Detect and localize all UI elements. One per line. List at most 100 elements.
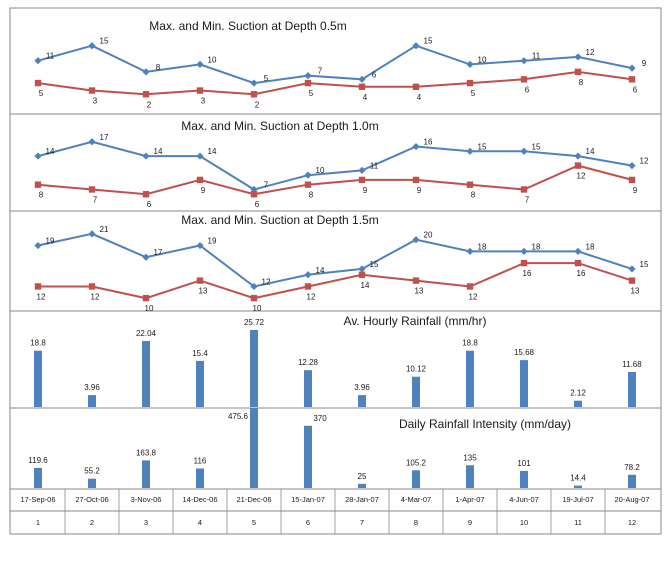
panel-2-min-label-6: 8 bbox=[309, 191, 314, 200]
panel-2-max-label-6: 10 bbox=[316, 166, 325, 175]
panel-1-max-label-1: 11 bbox=[46, 52, 55, 61]
x-category-label-3: 3-Nov-06 bbox=[131, 495, 162, 504]
panel-5-bar-4 bbox=[196, 468, 204, 488]
panel-4-bar-label-9: 18.8 bbox=[462, 339, 478, 348]
panel-5-bar-6 bbox=[304, 425, 312, 488]
panel-1-min-line bbox=[37, 70, 633, 96]
chart-frame bbox=[9, 7, 662, 535]
panel-5-bar-label-10: 101 bbox=[517, 459, 531, 468]
panel-3-min-point-3 bbox=[142, 294, 150, 302]
panel-3-max-label-12: 15 bbox=[640, 260, 649, 269]
panel-1-min-label-10: 6 bbox=[525, 85, 530, 94]
panel-5-bar-5 bbox=[250, 408, 258, 488]
panel-5-bar-1 bbox=[34, 467, 42, 488]
panel-2-min-point-11 bbox=[574, 162, 582, 169]
panel-4-bar-label-8: 10.12 bbox=[406, 365, 427, 374]
panel-2-min-point-4 bbox=[196, 176, 204, 184]
panel-3-title: Max. and Min. Suction at Depth 1.5m bbox=[181, 213, 378, 227]
panel-4-bar-8 bbox=[412, 376, 420, 407]
panel-1-min-label-1: 5 bbox=[39, 89, 44, 98]
panel-1-min-label-7: 4 bbox=[363, 93, 368, 102]
panel-2-min-label-9: 8 bbox=[471, 191, 476, 200]
panel-1-max-point-5 bbox=[250, 79, 258, 87]
panel-2-max-label-3: 14 bbox=[154, 147, 163, 156]
panel-1-min-point-10 bbox=[520, 76, 528, 83]
panel-2-title: Max. and Min. Suction at Depth 1.0m bbox=[181, 119, 378, 133]
panel-1-max-point-3 bbox=[142, 68, 150, 76]
panel-4-bar-9 bbox=[466, 350, 474, 407]
panel-5-bar-label-8: 105.2 bbox=[406, 458, 427, 467]
x-index-label-1: 1 bbox=[36, 518, 40, 527]
panel-4-bar-5 bbox=[250, 330, 258, 407]
panel-2-max-line bbox=[37, 140, 633, 191]
panel-3-max-label-9: 18 bbox=[478, 242, 487, 251]
panel-3-max-point-4 bbox=[196, 241, 204, 250]
panel-2-min-point-5 bbox=[250, 191, 258, 198]
panel-5-bar-label-4: 116 bbox=[194, 456, 207, 465]
x-index-label-10: 10 bbox=[520, 518, 528, 527]
panel-5-bar-7 bbox=[358, 483, 366, 488]
panel-2-min-label-2: 7 bbox=[93, 195, 98, 204]
panel-4-bar-label-6: 12.28 bbox=[298, 358, 319, 367]
panel-4-bar-12 bbox=[628, 372, 636, 407]
panel-4-bar-label-12: 11.68 bbox=[622, 360, 642, 369]
panel-3-min-point-8 bbox=[412, 277, 420, 284]
panel-2-min-point-10 bbox=[520, 186, 528, 193]
x-index-label-9: 9 bbox=[468, 518, 472, 527]
panel-1-max-point-4 bbox=[196, 60, 204, 68]
panel-3-max-point-6 bbox=[304, 271, 312, 279]
panel-2-min-label-11: 12 bbox=[577, 172, 586, 181]
panel-1-max-point-1 bbox=[34, 57, 42, 65]
panel-1-min-label-9: 5 bbox=[471, 89, 476, 98]
panel-3-max-point-8 bbox=[412, 236, 420, 244]
x-category-label-8: 4-Mar-07 bbox=[401, 495, 431, 504]
panel-3-max-label-2: 21 bbox=[100, 225, 109, 234]
panel-2-max-label-5: 7 bbox=[264, 180, 269, 189]
panel-3-max-point-10 bbox=[520, 247, 528, 255]
panel-4-bar-6 bbox=[304, 370, 312, 407]
panel-3-max-label-10: 18 bbox=[532, 242, 541, 251]
panel-2-max-point-2 bbox=[88, 138, 96, 146]
panel-3-min-label-3: 10 bbox=[145, 304, 154, 313]
panel-1-min-label-12: 6 bbox=[633, 85, 638, 94]
x-index-label-5: 5 bbox=[252, 518, 256, 527]
panel-1-min-point-1 bbox=[34, 79, 42, 87]
x-index-label-3: 3 bbox=[144, 518, 148, 527]
panel-3-max-point-5 bbox=[250, 282, 258, 291]
panel-1-min-point-3 bbox=[142, 91, 150, 98]
panel-3-min-line bbox=[38, 262, 633, 300]
x-category-label-11: 19-Jul-07 bbox=[562, 495, 593, 504]
panel-3-min-label-1: 12 bbox=[37, 292, 46, 301]
panel-2-min-label-7: 9 bbox=[363, 186, 368, 195]
panel-4-bar-label-7: 3.96 bbox=[354, 383, 370, 392]
panel-3-min-label-10: 16 bbox=[523, 269, 532, 278]
x-category-label-10: 4-Jun-07 bbox=[509, 495, 539, 504]
panel-3-min-label-12: 13 bbox=[631, 287, 640, 296]
panel-3-max-label-8: 20 bbox=[424, 231, 433, 240]
panel-2-min-label-5: 6 bbox=[255, 200, 260, 209]
panel-4-bar-2 bbox=[88, 395, 96, 407]
panel-2-min-point-6 bbox=[304, 181, 312, 188]
panel-3-min-point-5 bbox=[250, 294, 258, 302]
panel-2-max-point-10 bbox=[520, 147, 528, 155]
panel-3-max-point-1 bbox=[34, 241, 42, 250]
panel-2-max-point-11 bbox=[574, 152, 582, 160]
panel-4-bar-10 bbox=[520, 360, 528, 407]
panel-5-title: Daily Rainfall Intensity (mm/day) bbox=[399, 417, 571, 431]
x-category-label-1: 17-Sep-06 bbox=[20, 495, 55, 504]
panel-2-min-label-12: 9 bbox=[633, 186, 638, 195]
panel-2-max-label-9: 15 bbox=[478, 142, 487, 151]
panel-2-min-label-3: 6 bbox=[147, 200, 152, 209]
panel-2-max-point-9 bbox=[466, 147, 474, 155]
panel-3-max-point-12 bbox=[628, 265, 636, 273]
panel-3-max-line bbox=[37, 232, 633, 288]
panel-3-min-label-7: 14 bbox=[361, 281, 370, 290]
panel-3-min-label-8: 13 bbox=[415, 287, 424, 296]
panel-1-min-label-5: 2 bbox=[255, 100, 260, 109]
panel-3-max-point-7 bbox=[358, 265, 366, 273]
panel-1-min-point-9 bbox=[466, 79, 474, 87]
panel-2-max-label-4: 14 bbox=[208, 147, 217, 156]
panel-1-min-point-7 bbox=[358, 83, 366, 90]
x-index-label-6: 6 bbox=[306, 518, 310, 527]
panel-3-min-point-12 bbox=[628, 277, 636, 284]
